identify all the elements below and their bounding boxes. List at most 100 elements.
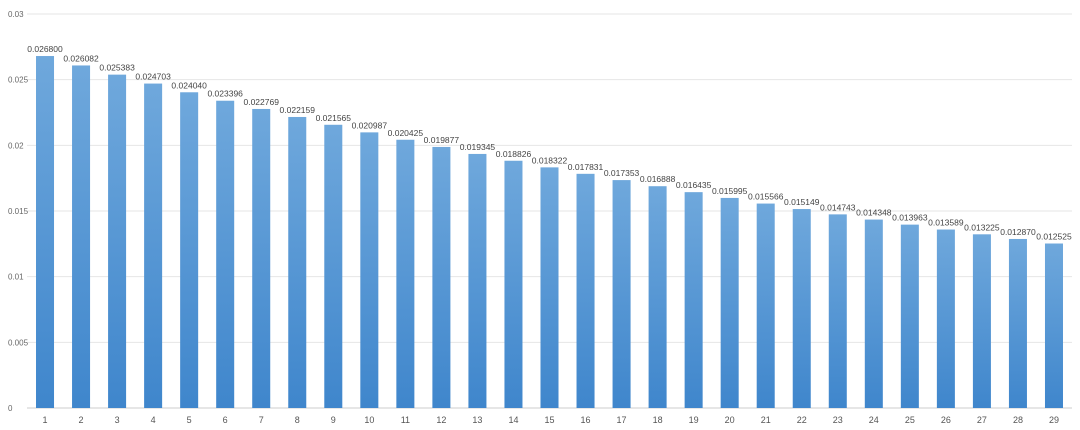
- x-tick-label: 18: [653, 415, 663, 425]
- bar: [1008, 238, 1027, 408]
- bar: [108, 74, 127, 408]
- x-tick-label: 9: [331, 415, 336, 425]
- data-label: 0.012525: [1036, 232, 1072, 242]
- data-label: 0.022159: [280, 105, 316, 115]
- x-tick-label: 8: [295, 415, 300, 425]
- x-tick-label: 17: [617, 415, 627, 425]
- bar: [360, 132, 379, 408]
- x-tick-label: 3: [115, 415, 120, 425]
- data-label: 0.013589: [928, 218, 964, 228]
- bar: [972, 234, 991, 408]
- x-tick-label: 28: [1013, 415, 1023, 425]
- x-tick-label: 7: [259, 415, 264, 425]
- bar: [1044, 243, 1063, 408]
- bar: [828, 214, 847, 408]
- data-label: 0.018322: [532, 155, 568, 165]
- bar: [468, 153, 487, 408]
- data-label: 0.013963: [892, 213, 928, 223]
- data-label: 0.015149: [784, 197, 820, 207]
- bar: [648, 186, 667, 408]
- bar: [432, 146, 451, 408]
- x-tick-label: 10: [364, 415, 374, 425]
- data-label: 0.017353: [604, 168, 640, 178]
- y-tick-label: 0.02: [8, 141, 24, 150]
- bar: [684, 192, 703, 408]
- data-label: 0.018826: [496, 149, 532, 159]
- bar: [756, 203, 775, 408]
- data-label: 0.014348: [856, 208, 892, 218]
- x-tick-label: 13: [472, 415, 482, 425]
- x-tick-label: 19: [689, 415, 699, 425]
- x-tick-label: 14: [508, 415, 518, 425]
- bar: [720, 197, 739, 408]
- bar: [324, 124, 343, 408]
- bar: [396, 139, 415, 409]
- data-label: 0.017831: [568, 162, 604, 172]
- bar: [216, 100, 235, 408]
- data-label: 0.016435: [676, 180, 712, 190]
- bar: [36, 56, 55, 408]
- y-axis: 0 0.005 0.01 0.015 0.02 0.025 0.03: [8, 10, 29, 413]
- data-label: 0.015566: [748, 192, 784, 202]
- x-tick-label: 23: [833, 415, 843, 425]
- data-label: 0.021565: [316, 113, 352, 123]
- data-label: 0.019877: [424, 135, 460, 145]
- data-label: 0.013225: [964, 222, 1000, 232]
- data-label: 0.016888: [640, 174, 676, 184]
- data-label: 0.022769: [243, 97, 279, 107]
- x-tick-label: 1: [43, 415, 48, 425]
- x-tick-label: 15: [544, 415, 554, 425]
- x-tick-label: 21: [761, 415, 771, 425]
- bar: [936, 229, 955, 408]
- bars: [36, 56, 1063, 409]
- data-label: 0.024040: [171, 80, 207, 90]
- data-label: 0.012870: [1000, 227, 1036, 237]
- y-tick-label: 0.015: [8, 207, 29, 216]
- x-tick-label: 6: [223, 415, 228, 425]
- x-tick-label: 29: [1049, 415, 1059, 425]
- bar: [72, 65, 91, 409]
- data-label: 0.020425: [388, 128, 424, 138]
- data-label: 0.020987: [352, 120, 388, 130]
- x-tick-label: 25: [905, 415, 915, 425]
- data-label: 0.023396: [207, 89, 243, 99]
- bar: [576, 173, 595, 408]
- data-label: 0.014743: [820, 202, 856, 212]
- data-label: 0.026800: [27, 44, 63, 54]
- bar: [180, 92, 199, 409]
- x-tick-label: 5: [187, 415, 192, 425]
- data-label: 0.024703: [135, 72, 171, 82]
- y-tick-label: 0.01: [8, 273, 24, 282]
- bar: [504, 160, 523, 408]
- data-labels: 0.0268000.0260820.0253830.0247030.024040…: [27, 44, 1072, 241]
- y-tick-label: 0: [8, 404, 13, 413]
- x-tick-label: 22: [797, 415, 807, 425]
- x-tick-label: 2: [79, 415, 84, 425]
- x-tick-label: 4: [151, 415, 156, 425]
- x-tick-label: 12: [436, 415, 446, 425]
- data-label: 0.015995: [712, 186, 748, 196]
- bar: [612, 180, 631, 408]
- bar: [252, 108, 271, 408]
- x-axis: 1 2 3 4 5 6 7 8 9 10 11 12 13 14 15 16 17 18 19 20 21 22 23 24 2…: [43, 415, 1059, 425]
- x-tick-label: 11: [401, 415, 410, 425]
- x-tick-label: 20: [725, 415, 735, 425]
- bar: [792, 209, 811, 408]
- bar: [540, 167, 559, 408]
- bar: [864, 219, 883, 408]
- data-label: 0.025383: [99, 63, 135, 73]
- bar: [144, 83, 163, 409]
- bar: [900, 224, 919, 408]
- y-tick-label: 0.005: [8, 338, 29, 347]
- x-tick-label: 24: [869, 415, 879, 425]
- x-tick-label: 16: [581, 415, 591, 425]
- y-tick-label: 0.025: [8, 76, 29, 85]
- bar: [288, 116, 307, 409]
- data-label: 0.019345: [460, 142, 496, 152]
- x-tick-label: 27: [977, 415, 987, 425]
- x-tick-label: 26: [941, 415, 951, 425]
- data-label: 0.026082: [63, 53, 99, 63]
- y-tick-label: 0.03: [8, 10, 24, 19]
